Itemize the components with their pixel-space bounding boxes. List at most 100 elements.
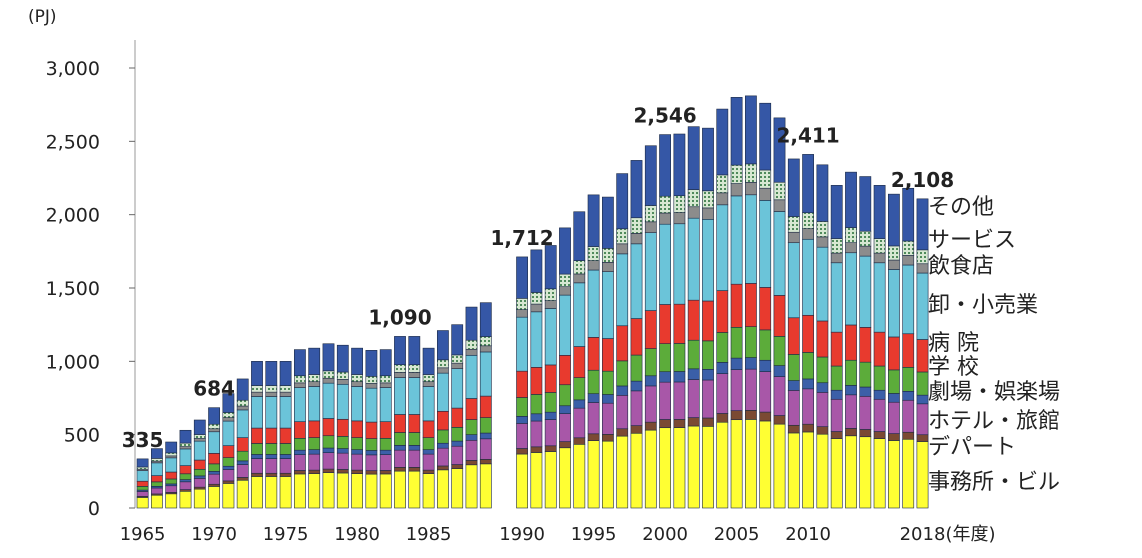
bar-segment xyxy=(365,383,378,389)
bar-segment xyxy=(730,357,743,370)
bar-segment xyxy=(365,450,378,456)
bar-segment xyxy=(322,343,335,372)
bar-segment xyxy=(222,412,235,418)
bar-segment xyxy=(816,320,829,358)
bar-segment xyxy=(802,212,814,229)
bar-segment xyxy=(787,354,800,381)
bar-segment xyxy=(544,392,557,413)
bar-segment xyxy=(759,411,772,422)
bar-segment xyxy=(544,288,557,301)
bar-segment xyxy=(279,361,292,386)
bar-segment xyxy=(702,190,714,209)
bar-segment xyxy=(208,473,220,485)
bar-segment xyxy=(251,427,263,444)
bar-segment xyxy=(293,387,306,422)
bar-segment xyxy=(465,464,478,509)
bar-segment xyxy=(222,469,235,482)
bar-segment xyxy=(673,223,686,305)
bar-segment xyxy=(365,470,378,475)
bar-segment xyxy=(379,473,392,509)
bar-segment xyxy=(601,370,614,395)
bar-segment xyxy=(802,378,814,390)
x-tick-label: 1980 xyxy=(334,524,380,545)
bar-segment xyxy=(365,421,378,439)
bar-segment xyxy=(151,462,163,476)
bar-segment xyxy=(873,398,886,432)
bar-segment xyxy=(730,283,743,328)
bar-segment xyxy=(802,352,814,380)
bar-segment xyxy=(644,145,657,206)
bar-segment xyxy=(265,361,278,386)
bar-segment xyxy=(293,382,306,388)
bar-segment xyxy=(587,402,600,435)
bar-segment xyxy=(193,475,206,479)
bar-segment xyxy=(265,391,278,397)
bar-segment xyxy=(351,449,363,455)
bar-segment xyxy=(222,420,235,446)
bar-segment xyxy=(644,232,657,311)
bar-segment xyxy=(902,399,915,433)
bar-segment xyxy=(859,245,872,257)
bar-segment xyxy=(902,255,915,266)
bar-segment xyxy=(830,185,843,239)
bar-segment xyxy=(845,242,857,254)
bar-segment xyxy=(322,377,335,384)
bar-segment xyxy=(702,219,714,302)
bar-segment xyxy=(687,425,700,509)
bar-segment xyxy=(916,441,929,509)
bar-segment xyxy=(730,164,743,184)
value-label: 684 xyxy=(193,377,235,401)
bar-segment xyxy=(687,217,700,301)
bar-segment xyxy=(293,421,306,439)
bar-segment xyxy=(673,427,686,509)
bar-segment xyxy=(136,480,149,487)
bar-segment xyxy=(573,437,586,445)
bar-segment xyxy=(544,245,557,290)
bar-segment xyxy=(465,348,478,356)
axis-layer: (PJ) 0 500 1,000 1,500 2,000 2,500 3,000 xyxy=(28,7,136,520)
bar-segment xyxy=(193,468,206,477)
bars-layer xyxy=(136,95,929,509)
bar-segment xyxy=(479,345,492,353)
value-label: 2,411 xyxy=(776,123,839,147)
bar-segment xyxy=(379,470,392,475)
bar-segment xyxy=(308,420,321,438)
bar-segment xyxy=(293,454,306,471)
bar-segment xyxy=(136,486,149,491)
bar-segment xyxy=(179,446,192,450)
legend-label: 飲食店 xyxy=(928,254,994,279)
bar-segment xyxy=(873,262,886,333)
bar-segment xyxy=(465,339,478,350)
x-axis-unit: (年度) xyxy=(946,524,996,545)
bar-segment xyxy=(744,357,757,370)
bar-segment xyxy=(465,398,478,420)
bar-segment xyxy=(730,410,743,421)
bar-segment xyxy=(365,376,378,384)
bar-segment xyxy=(816,221,829,238)
bar-segment xyxy=(902,264,915,335)
bar-segment xyxy=(336,448,349,454)
bar-segment xyxy=(916,249,929,265)
bar-segment xyxy=(873,331,886,367)
bar-segment xyxy=(179,490,192,509)
bar-segment xyxy=(479,417,492,434)
bar-segment xyxy=(659,381,671,420)
bar-segment xyxy=(759,420,772,509)
bar-segment xyxy=(601,440,614,509)
bar-segment xyxy=(902,240,915,256)
bar-segment xyxy=(644,221,657,233)
bar-segment xyxy=(601,394,614,404)
bar-segment xyxy=(759,329,772,361)
bar-segment xyxy=(408,364,421,373)
bar-segment xyxy=(516,256,528,299)
bar-segment xyxy=(151,475,163,483)
bar-segment xyxy=(465,460,478,466)
bar-segment xyxy=(816,236,829,248)
bar-segment xyxy=(379,438,392,451)
bar-segment xyxy=(659,223,671,305)
bar-segment xyxy=(530,452,543,509)
bar-segment xyxy=(336,371,349,380)
bar-segment xyxy=(422,473,435,509)
legend-label: 劇場・娯楽場 xyxy=(928,380,1060,405)
